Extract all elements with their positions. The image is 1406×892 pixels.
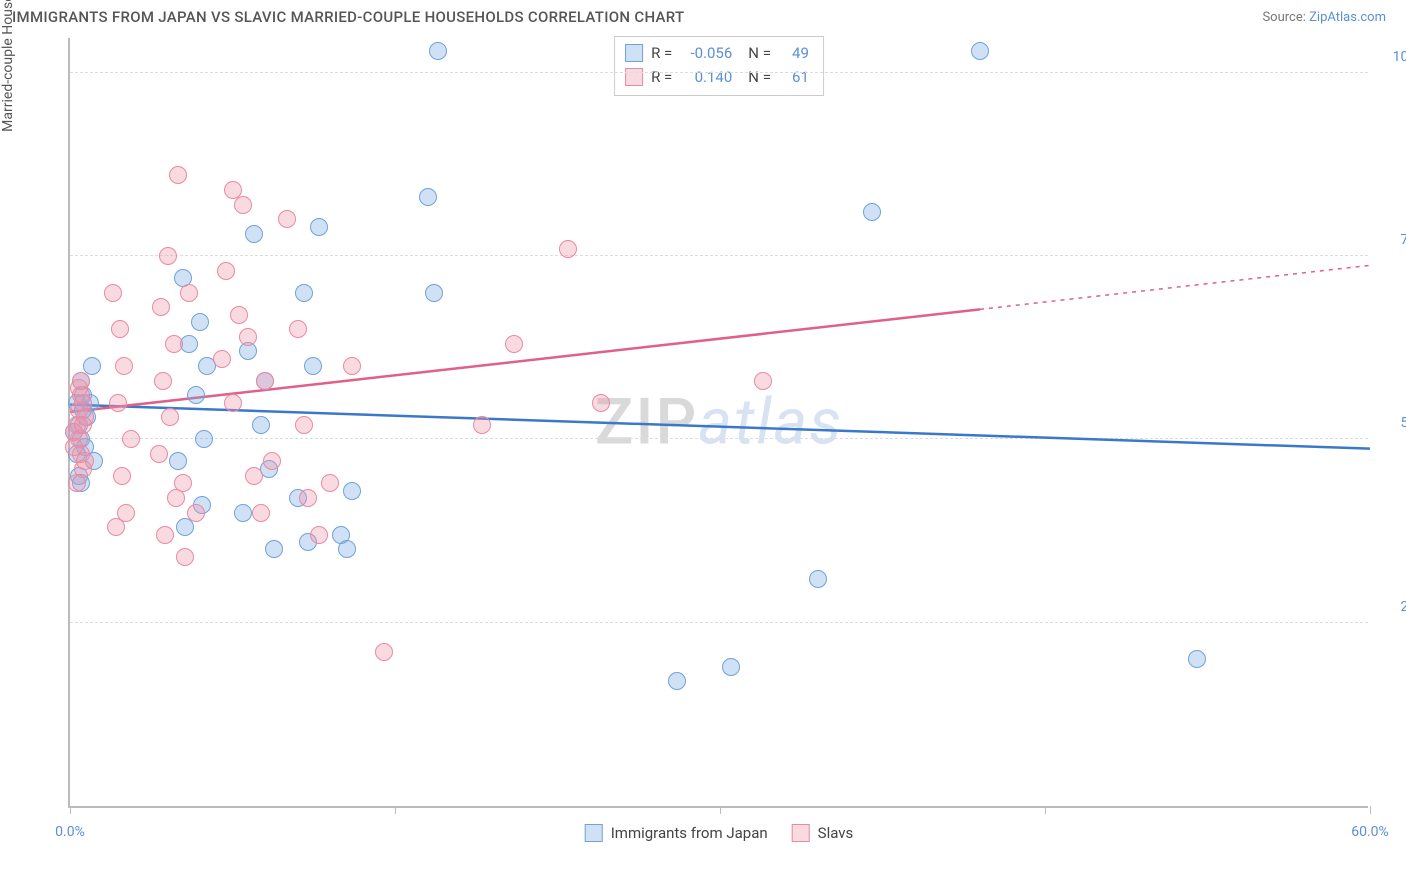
data-point-slavs [74, 416, 92, 434]
data-point-slavs [174, 474, 192, 492]
data-point-slavs [156, 526, 174, 544]
data-point-slavs [239, 328, 257, 346]
y-tick-label: 25.0% [1378, 599, 1406, 615]
data-point-japan [971, 42, 989, 60]
data-point-slavs [299, 489, 317, 507]
y-tick-label: 100.0% [1378, 49, 1406, 65]
data-point-japan [295, 284, 313, 302]
data-point-slavs [159, 247, 177, 265]
data-point-japan [425, 284, 443, 302]
legend-label: Immigrants from Japan [611, 824, 768, 842]
data-point-slavs [104, 284, 122, 302]
data-point-slavs [295, 416, 313, 434]
data-point-slavs [68, 474, 86, 492]
data-point-slavs [109, 394, 127, 412]
data-point-slavs [113, 467, 131, 485]
data-point-slavs [217, 262, 235, 280]
data-point-slavs [111, 320, 129, 338]
data-point-slavs [263, 452, 281, 470]
data-point-slavs [375, 643, 393, 661]
data-point-slavs [72, 372, 90, 390]
data-point-japan [722, 658, 740, 676]
data-point-japan [809, 570, 827, 588]
y-axis-label: Married-couple Households [0, 0, 16, 132]
data-point-japan [304, 357, 322, 375]
chart-title: IMMIGRANTS FROM JAPAN VS SLAVIC MARRIED-… [12, 8, 684, 26]
data-point-slavs [115, 357, 133, 375]
legend-item-japan: Immigrants from Japan [585, 824, 768, 842]
data-point-slavs [289, 320, 307, 338]
data-point-slavs [107, 518, 125, 536]
data-point-slavs [754, 372, 772, 390]
data-point-japan [176, 518, 194, 536]
source-label: Source: ZipAtlas.com [1262, 10, 1386, 25]
data-point-slavs [152, 298, 170, 316]
data-point-japan [245, 225, 263, 243]
data-point-slavs [165, 335, 183, 353]
data-point-slavs [505, 335, 523, 353]
data-point-slavs [180, 284, 198, 302]
data-point-slavs [187, 504, 205, 522]
x-tick-label: 60.0% [1351, 824, 1389, 840]
data-point-slavs [224, 394, 242, 412]
data-point-slavs [230, 306, 248, 324]
swatch-japan [585, 824, 603, 842]
data-point-slavs [473, 416, 491, 434]
data-point-japan [234, 504, 252, 522]
data-point-japan [343, 482, 361, 500]
data-point-slavs [592, 394, 610, 412]
data-point-slavs [234, 196, 252, 214]
data-point-slavs [252, 504, 270, 522]
data-point-slavs [256, 372, 274, 390]
data-point-slavs [150, 445, 168, 463]
data-point-slavs [161, 408, 179, 426]
data-point-slavs [176, 548, 194, 566]
y-tick-label: 75.0% [1378, 232, 1406, 248]
x-tick-label: 0.0% [55, 824, 85, 840]
data-point-japan [429, 42, 447, 60]
data-point-slavs [213, 350, 231, 368]
data-point-japan [338, 540, 356, 558]
data-point-japan [195, 430, 213, 448]
data-point-slavs [321, 474, 339, 492]
y-tick-label: 50.0% [1378, 415, 1406, 431]
legend-item-slavs: Slavs [792, 824, 854, 842]
data-point-slavs [310, 526, 328, 544]
data-point-slavs [278, 210, 296, 228]
data-point-japan [265, 540, 283, 558]
data-point-japan [668, 672, 686, 690]
data-point-japan [310, 218, 328, 236]
data-point-slavs [65, 438, 83, 456]
data-point-japan [1188, 650, 1206, 668]
data-point-japan [252, 416, 270, 434]
data-point-slavs [559, 240, 577, 258]
data-point-slavs [76, 452, 94, 470]
data-point-japan [419, 188, 437, 206]
data-point-slavs [169, 166, 187, 184]
x-tick [1370, 806, 1371, 814]
data-point-slavs [122, 430, 140, 448]
data-point-japan [191, 313, 209, 331]
plot-area: ZIPatlas R =-0.056N =49R =0.140N =61 Imm… [68, 38, 1368, 808]
data-point-slavs [343, 357, 361, 375]
data-point-slavs [245, 467, 263, 485]
legend-label: Slavs [818, 824, 854, 842]
data-point-japan [187, 386, 205, 404]
data-point-japan [863, 203, 881, 221]
series-legend: Immigrants from Japan Slavs [585, 824, 854, 842]
data-point-japan [169, 452, 187, 470]
data-point-slavs [154, 372, 172, 390]
swatch-slavs [792, 824, 810, 842]
source-link[interactable]: ZipAtlas.com [1309, 10, 1386, 25]
